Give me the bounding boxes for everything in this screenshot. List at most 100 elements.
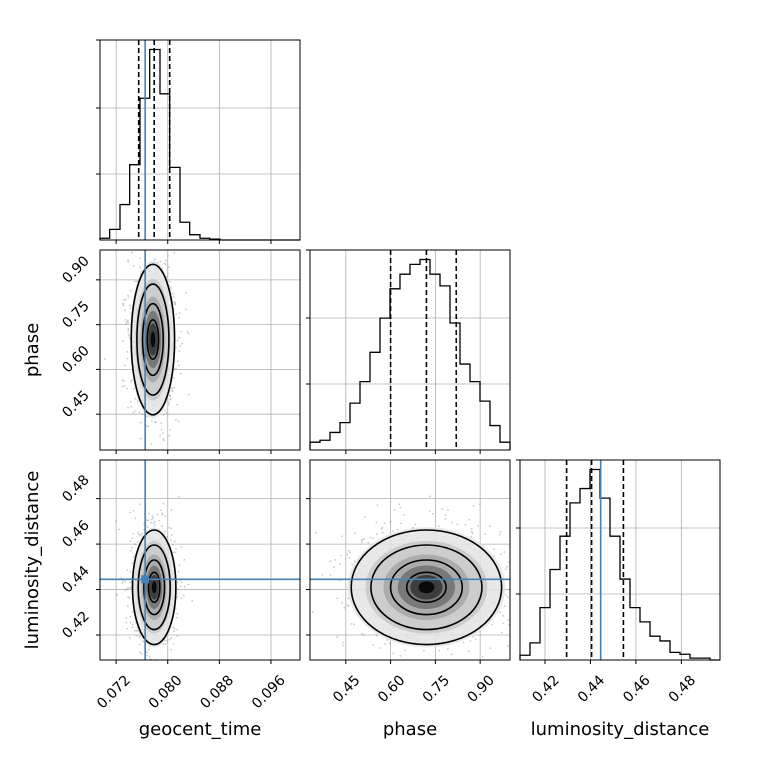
sample-point xyxy=(381,526,384,529)
sample-point xyxy=(180,546,183,549)
sample-point xyxy=(150,518,153,521)
sample-point xyxy=(176,628,179,631)
sample-point xyxy=(338,563,341,565)
sample-point xyxy=(125,322,127,325)
sample-point xyxy=(360,539,363,542)
sample-point xyxy=(181,342,183,345)
sample-point xyxy=(131,379,133,382)
sample-point xyxy=(173,252,176,254)
sample-point xyxy=(168,638,171,641)
sample-point xyxy=(163,262,166,265)
sample-point xyxy=(170,509,173,511)
sample-point xyxy=(329,574,332,576)
sample-point xyxy=(388,642,391,645)
sample-point xyxy=(447,648,449,650)
sample-point xyxy=(139,503,142,506)
sample-point xyxy=(477,524,479,527)
sample-point xyxy=(129,380,132,383)
sample-point xyxy=(444,514,447,516)
sample-point xyxy=(451,521,453,524)
contour-1 xyxy=(370,544,483,631)
sample-point xyxy=(160,428,163,431)
sample-point xyxy=(341,601,344,604)
contour-1 xyxy=(136,283,170,396)
panel-frame xyxy=(99,249,301,451)
sample-point xyxy=(158,519,160,522)
contour-2 xyxy=(141,302,165,377)
sample-point xyxy=(140,652,143,655)
sample-point xyxy=(129,289,132,292)
sample-point xyxy=(130,406,133,408)
panel-geocent_time-vs-luminosity_distance: 0.42 0.44 0.46 0.48 0.072 0.080 0.088 0.096 geoc… xyxy=(22,459,301,740)
sample-point xyxy=(131,626,134,629)
sample-point xyxy=(147,425,150,428)
sample-point xyxy=(166,275,169,278)
sample-point xyxy=(489,647,492,649)
sample-point xyxy=(115,520,117,522)
sample-point xyxy=(126,387,128,390)
sample-point xyxy=(127,327,130,330)
x-tick-label: 0.75 xyxy=(420,672,453,705)
sample-point xyxy=(167,255,170,257)
sample-point xyxy=(389,520,392,523)
sample-point xyxy=(470,528,473,530)
sample-point xyxy=(176,616,178,619)
sample-point xyxy=(369,536,372,539)
sample-point xyxy=(404,649,406,652)
sample-point xyxy=(126,627,128,630)
sample-point xyxy=(346,604,349,606)
sample-point xyxy=(500,631,503,634)
sample-point xyxy=(348,557,351,559)
x-tick-label: 0.096 xyxy=(249,672,289,712)
sample-point xyxy=(471,532,474,534)
sample-point xyxy=(170,637,173,640)
sample-point xyxy=(347,605,350,607)
sample-point xyxy=(163,439,165,442)
sample-point xyxy=(137,400,139,402)
sample-point xyxy=(138,643,141,646)
sample-point xyxy=(173,540,176,543)
sample-point xyxy=(176,612,179,615)
sample-point xyxy=(349,551,351,554)
panel-frame xyxy=(309,249,511,451)
sample-point xyxy=(187,583,190,586)
sample-point xyxy=(362,634,365,636)
sample-point xyxy=(472,635,475,638)
sample-point xyxy=(183,558,186,561)
sample-point xyxy=(139,534,142,536)
sample-point xyxy=(484,533,486,535)
sample-point xyxy=(399,654,402,657)
sample-point xyxy=(372,537,374,540)
sample-point xyxy=(162,432,164,435)
density-level-5 xyxy=(418,581,435,594)
sample-point xyxy=(185,291,188,294)
sample-point xyxy=(161,525,163,528)
sample-point xyxy=(168,280,171,283)
sample-point xyxy=(347,550,350,552)
sample-point xyxy=(136,531,139,534)
sample-point xyxy=(172,643,175,645)
sample-point xyxy=(171,387,173,390)
sample-point xyxy=(498,533,501,536)
sample-point xyxy=(162,413,165,416)
sample-point xyxy=(134,517,137,520)
sample-point xyxy=(174,303,176,305)
sample-point xyxy=(164,409,166,412)
sample-point xyxy=(127,260,130,263)
sample-point xyxy=(334,559,337,561)
sample-point xyxy=(364,515,366,518)
sample-point xyxy=(176,588,179,591)
y-tick-label: 0.75 xyxy=(59,298,92,331)
sample-point xyxy=(150,521,152,524)
sample-point xyxy=(164,259,167,262)
sample-point xyxy=(321,574,324,576)
sample-point xyxy=(135,635,138,637)
sample-point xyxy=(129,615,132,618)
sample-point xyxy=(342,641,344,644)
sample-point xyxy=(398,503,401,506)
sample-point xyxy=(400,522,402,525)
sample-point xyxy=(129,400,132,403)
sample-point xyxy=(423,649,425,652)
panel-luminosity_distance: 0.42 0.44 0.46 0.48 luminosity_distance xyxy=(516,459,721,740)
sample-point xyxy=(127,294,129,297)
